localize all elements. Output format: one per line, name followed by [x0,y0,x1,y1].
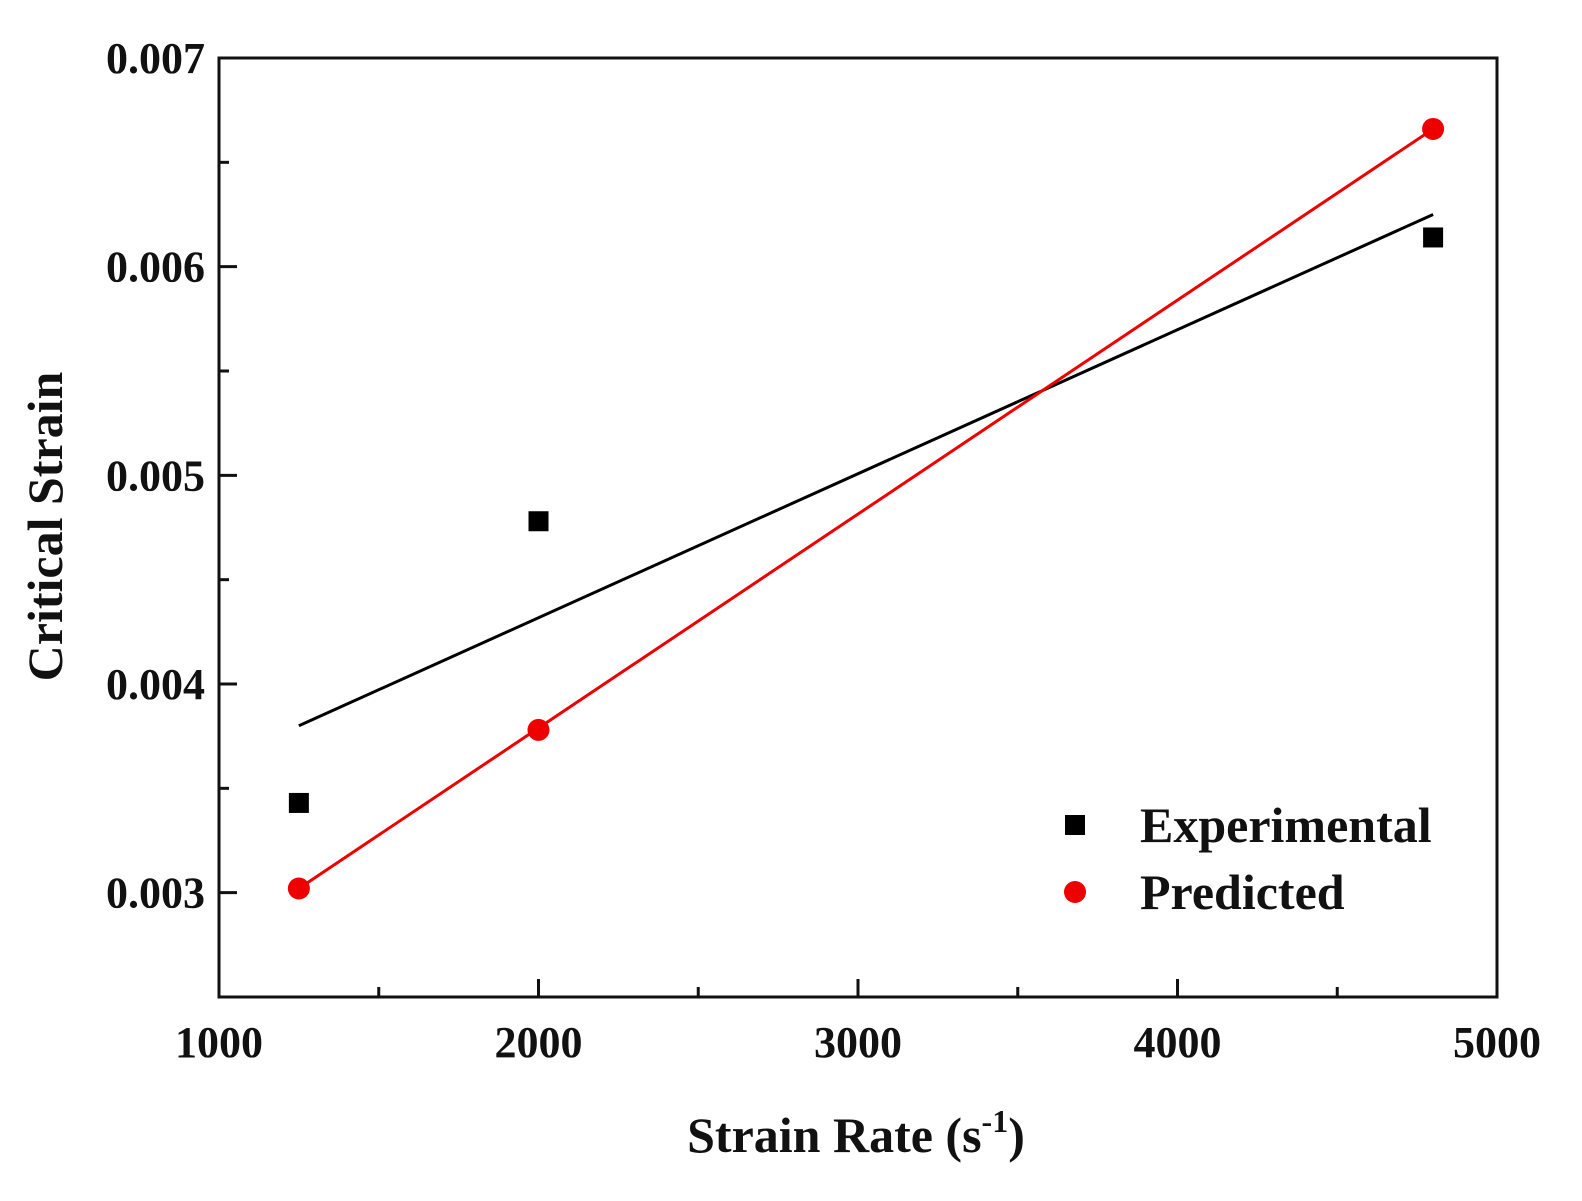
x-axis-title: Strain Rate (s-1) [687,1103,1025,1163]
fit-line-experimental [298,213,1434,728]
x-tick-label: 1000 [175,1018,263,1067]
x-axis-title-suffix: ) [1008,1107,1025,1163]
data-points [287,117,1445,900]
data-point-predicted [527,718,550,741]
legend: Experimental Predicted [1064,797,1432,920]
y-tick-label: 0.007 [106,34,205,83]
data-point-predicted [287,877,310,900]
fit-line-predicted [298,127,1434,890]
legend-label-experimental: Experimental [1140,797,1432,853]
x-tick-label: 4000 [1134,1018,1222,1067]
y-tick-label: 0.005 [106,451,205,500]
plot-frame [217,56,1499,999]
y-tick-label: 0.004 [106,660,205,709]
data-point-predicted [1422,117,1445,140]
x-axis-title-main: Strain Rate (s [687,1107,981,1163]
axes: 1000 2000 3000 4000 5000 0.003 0.004 0.005 0.006… [106,34,1541,1067]
legend-marker-experimental [1065,815,1085,835]
data-point-experimental [1423,227,1444,248]
x-tick-label: 5000 [1453,1018,1541,1067]
legend-label-predicted: Predicted [1140,864,1345,920]
data-point-experimental [288,792,309,813]
y-tick-label: 0.003 [106,869,205,918]
x-tick-label: 2000 [495,1018,583,1067]
y-axis-title: Critical Strain [17,371,73,681]
legend-marker-predicted [1064,881,1086,903]
x-tick-label: 3000 [814,1018,902,1067]
y-tick-label: 0.006 [106,243,205,292]
fit-lines [298,127,1434,890]
data-point-experimental [528,511,549,532]
x-axis-title-superscript: -1 [982,1103,1009,1139]
